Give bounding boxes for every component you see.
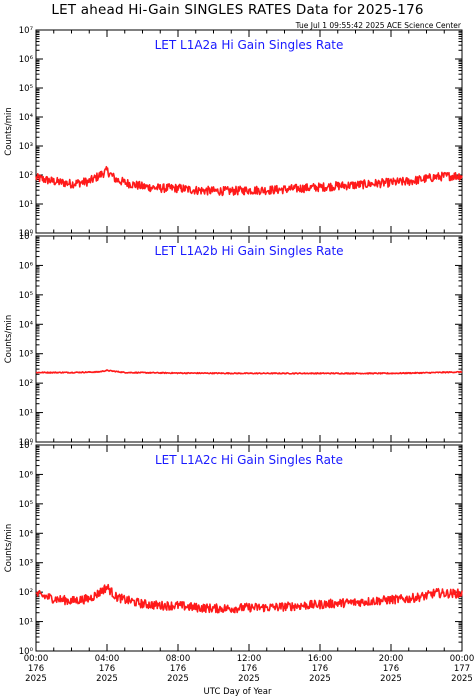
y-tick-label: 10⁵: [19, 291, 33, 301]
series-line: [35, 583, 463, 614]
x-tick-day: 176: [312, 664, 328, 674]
page-title: LET ahead Hi-Gain SINGLES RATES Data for…: [51, 2, 424, 18]
x-tick-year: 2025: [96, 674, 118, 684]
x-tick-year: 2025: [309, 674, 331, 684]
panel-title: LET L1A2a Hi Gain Singles Rate: [155, 38, 344, 52]
y-tick-label: 10⁶: [19, 470, 34, 480]
series-line: [35, 165, 463, 197]
x-tick-day: 177: [454, 664, 470, 674]
plot-frame-1: [35, 29, 463, 234]
y-tick-label: 10⁷: [19, 232, 34, 242]
y-tick-label: 10⁴: [19, 113, 34, 123]
x-axis-label: UTC Day of Year: [203, 687, 272, 697]
x-tick-year: 2025: [25, 674, 47, 684]
y-tick-label: 10¹: [19, 409, 33, 419]
x-tick-time: 00:00: [450, 654, 475, 664]
x-tick-year: 2025: [167, 674, 189, 684]
x-tick-time: 08:00: [166, 654, 191, 664]
y-tick-label: 10³: [19, 350, 33, 360]
x-tick-year: 2025: [238, 674, 260, 684]
y-tick-label: 10²: [19, 588, 33, 598]
x-tick-day: 176: [170, 664, 186, 674]
plot-frame-2: [35, 235, 463, 443]
x-tick-time: 00:00: [24, 654, 49, 664]
y-tick-label: 10⁴: [19, 320, 34, 330]
x-tick-time: 20:00: [379, 654, 404, 664]
plot-frame-3: [35, 444, 463, 652]
y-tick-label: 10⁶: [19, 55, 34, 65]
x-tick-time: 16:00: [308, 654, 333, 664]
y-tick-label: 10⁶: [19, 261, 34, 271]
y-axis-label: Counts/min: [4, 315, 14, 364]
y-axis-label: Counts/min: [4, 107, 14, 156]
series-line: [35, 369, 463, 375]
y-tick-label: 10¹: [19, 618, 33, 628]
y-tick-label: 10⁰: [19, 647, 34, 657]
y-tick-label: 10¹: [19, 200, 33, 210]
y-tick-label: 10⁰: [19, 229, 34, 239]
y-tick-label: 10³: [19, 559, 33, 569]
y-tick-label: 10⁰: [19, 438, 34, 448]
y-tick-label: 10⁷: [19, 441, 34, 451]
x-tick-year: 2025: [451, 674, 473, 684]
panel-title: LET L1A2b Hi Gain Singles Rate: [154, 244, 343, 258]
y-tick-label: 10⁴: [19, 529, 34, 539]
x-tick-day: 176: [241, 664, 257, 674]
x-tick-day: 176: [383, 664, 399, 674]
y-tick-label: 10⁵: [19, 84, 33, 94]
x-tick-time: 04:00: [95, 654, 120, 664]
x-tick-time: 12:00: [237, 654, 262, 664]
x-tick-year: 2025: [380, 674, 402, 684]
x-tick-day: 176: [99, 664, 115, 674]
panel-title: LET L1A2c Hi Gain Singles Rate: [155, 453, 343, 467]
x-tick-day: 176: [28, 664, 44, 674]
y-axis-label: Counts/min: [4, 524, 14, 573]
y-tick-label: 10⁷: [19, 26, 34, 36]
y-tick-label: 10³: [19, 142, 33, 152]
y-tick-label: 10²: [19, 379, 33, 389]
y-tick-label: 10²: [19, 171, 33, 181]
generation-timestamp: Tue Jul 1 09:55:42 2025 ACE Science Cent…: [295, 21, 461, 30]
y-tick-label: 10⁵: [19, 500, 33, 510]
